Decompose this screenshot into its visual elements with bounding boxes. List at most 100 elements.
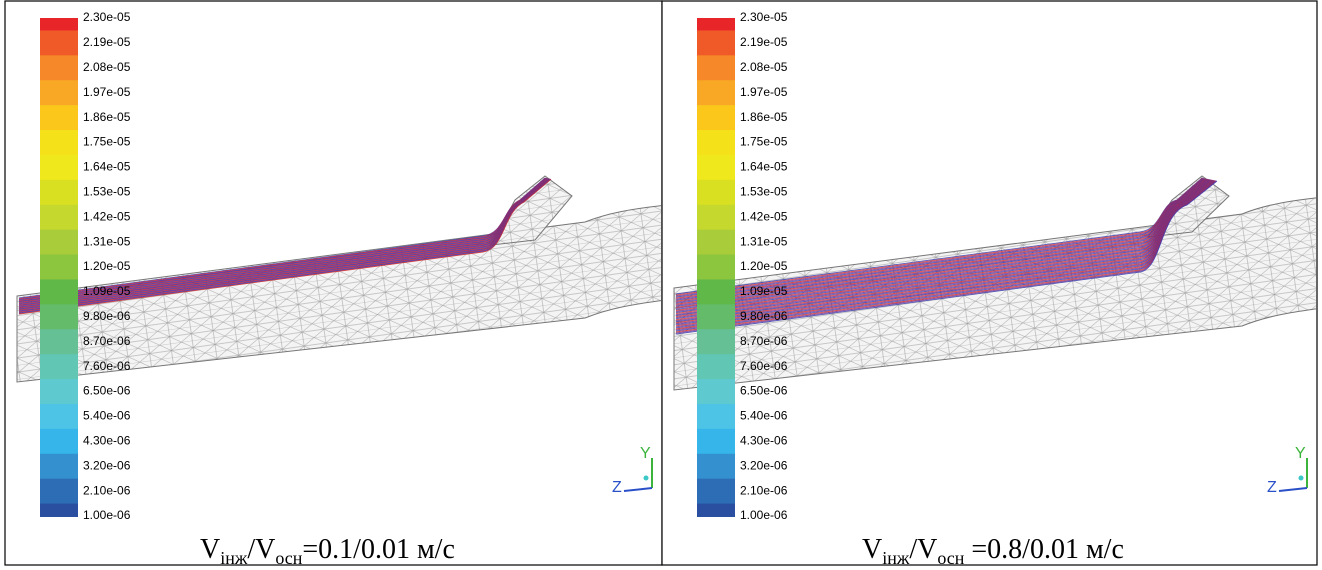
legend-swatch — [697, 130, 735, 156]
axis-x — [1298, 475, 1304, 481]
legend-label: 1.42e-05 — [83, 209, 131, 223]
legend-swatch — [697, 354, 735, 380]
legend-swatch — [40, 329, 78, 355]
legend-label: 2.08e-05 — [83, 60, 131, 74]
legend-label: 1.64e-05 — [740, 160, 788, 174]
legend-label: 2.19e-05 — [83, 35, 131, 49]
legend-swatch — [697, 30, 735, 56]
caption-sub: інж — [220, 548, 248, 568]
legend-swatch — [697, 254, 735, 280]
legend-swatch — [40, 130, 78, 156]
legend-label: 9.80e-06 — [83, 309, 131, 323]
legend-swatch — [40, 254, 78, 280]
scene — [673, 175, 1316, 391]
legend-label: 1.75e-05 — [83, 135, 131, 149]
legend-label: 5.40e-06 — [740, 409, 788, 423]
legend-label: 9.80e-06 — [740, 309, 788, 323]
caption-part: V — [862, 534, 882, 565]
legend-swatch — [40, 18, 78, 32]
legend-swatch — [697, 478, 735, 505]
streamline — [18, 178, 552, 315]
legend-swatch — [40, 80, 78, 106]
caption-part: V — [200, 534, 220, 565]
legend-label: 2.30e-05 — [83, 10, 131, 24]
legend-label: 3.20e-06 — [740, 458, 788, 472]
legend-swatch — [40, 30, 78, 56]
legend-swatch — [697, 179, 735, 206]
axis-label: Z — [612, 479, 622, 496]
caption-sub: осн — [275, 548, 302, 568]
legend-swatch — [697, 304, 735, 330]
legend-swatch — [697, 379, 735, 405]
legend-swatch — [40, 478, 78, 505]
legend-swatch — [40, 503, 78, 517]
pipe-mesh — [16, 205, 661, 383]
caption-part: =0.8/0.01 м/с — [964, 534, 1124, 565]
panel: 2.30e-05 2.19e-05 2.08e-05 1.97e-05 1.86e-05… — [661, 0, 1318, 568]
streamline — [675, 180, 1218, 335]
legend-swatch — [697, 154, 735, 181]
legend-swatch — [40, 55, 78, 81]
legend-label: 1.00e-06 — [83, 508, 131, 522]
axis-z — [1278, 487, 1308, 492]
legend-label: 1.86e-05 — [740, 110, 788, 124]
legend-label: 2.19e-05 — [740, 35, 788, 49]
legend-label: 8.70e-06 — [83, 334, 131, 348]
legend-swatch — [697, 204, 735, 231]
legend-swatch — [697, 229, 735, 256]
legend-label: 1.97e-05 — [83, 85, 131, 99]
legend-label: 1.53e-05 — [83, 184, 131, 198]
legend-swatch — [40, 354, 78, 380]
legend-label: 1.31e-05 — [83, 234, 131, 248]
legend-label: 1.00e-06 — [740, 508, 788, 522]
legend-label: 1.42e-05 — [740, 209, 788, 223]
legend-swatch — [697, 329, 735, 355]
legend-label: 1.20e-05 — [83, 259, 131, 273]
legend-label: 1.09e-05 — [83, 284, 131, 298]
legend-swatch — [40, 105, 78, 131]
legend-swatch — [697, 279, 735, 305]
legend-label: 1.75e-05 — [740, 135, 788, 149]
scene — [16, 175, 661, 383]
legend-label: 1.64e-05 — [83, 160, 131, 174]
legend-label: 5.40e-06 — [83, 409, 131, 423]
legend-label: 3.20e-06 — [83, 458, 131, 472]
legend-label: 2.10e-06 — [83, 483, 131, 497]
legend-label: 1.20e-05 — [740, 259, 788, 273]
legend-swatch — [40, 204, 78, 231]
panel: 2.30e-05 2.19e-05 2.08e-05 1.97e-05 1.86e-05… — [4, 0, 663, 568]
legend-swatch — [40, 428, 78, 455]
legend-swatch — [697, 55, 735, 81]
legend-label: 1.86e-05 — [83, 110, 131, 124]
legend-swatch — [697, 105, 735, 131]
caption: Vінж/Vосн =0.8/0.01 м/с — [862, 534, 1124, 568]
legend-swatch — [40, 279, 78, 305]
caption-part: /V — [909, 534, 937, 565]
legend-swatch — [697, 403, 735, 430]
axis-label: Y — [1295, 445, 1306, 462]
legend-swatch — [697, 503, 735, 517]
legend-label: 2.08e-05 — [740, 60, 788, 74]
legend-swatch — [697, 453, 735, 480]
axis-z — [623, 487, 653, 492]
legend-label: 1.97e-05 — [740, 85, 788, 99]
legend-swatch — [40, 179, 78, 206]
axis-label: Y — [640, 445, 651, 462]
legend-swatch — [697, 18, 735, 32]
caption-part: /V — [247, 534, 275, 565]
legend-label: 4.30e-06 — [83, 433, 131, 447]
legend-swatch — [697, 428, 735, 455]
legend-label: 7.60e-06 — [83, 359, 131, 373]
legend-swatch — [697, 80, 735, 106]
legend-swatch — [40, 229, 78, 256]
legend-label: 6.50e-06 — [740, 384, 788, 398]
legend-swatch — [40, 304, 78, 330]
legend-swatch — [40, 453, 78, 480]
legend-label: 1.31e-05 — [740, 234, 788, 248]
legend-label: 6.50e-06 — [83, 384, 131, 398]
caption: Vінж/Vосн=0.1/0.01 м/с — [200, 534, 455, 568]
legend-label: 7.60e-06 — [740, 359, 788, 373]
legend-label: 8.70e-06 — [740, 334, 788, 348]
axis-x — [643, 475, 649, 481]
